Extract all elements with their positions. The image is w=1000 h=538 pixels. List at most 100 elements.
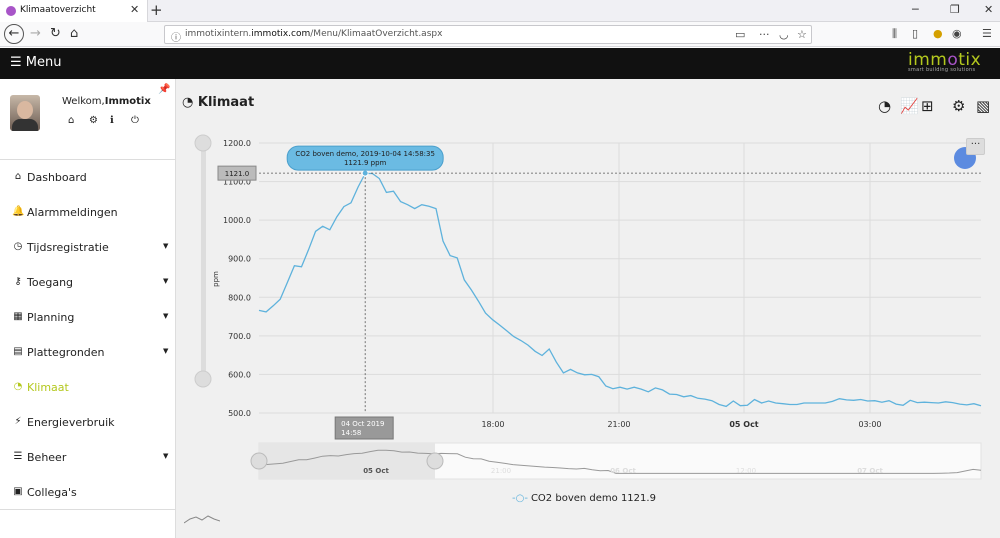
sidebar-item-label: Planning [27, 311, 75, 324]
sidebar-item-beheer[interactable]: ☰ Beheer ▼ [0, 440, 176, 475]
navigator-right-handle [426, 452, 444, 470]
chart-legend[interactable]: -○- CO2 boven demo 1121.9 [512, 493, 656, 504]
library-icon[interactable]: ⫼ [892, 27, 898, 40]
app-header: ☰ Menu immotix smart building solutions [0, 48, 1000, 79]
sidebar-item-label: Beheer [27, 451, 67, 464]
minimize-icon[interactable]: ─ [912, 3, 919, 16]
reload-icon[interactable]: ↻ [50, 26, 61, 41]
forward-arrow-icon[interactable]: → [30, 26, 41, 41]
chart-context-menu-button[interactable]: ··· [966, 138, 985, 155]
clock-icon: ◷ [13, 241, 23, 252]
browser-navbar: ← → ↻ ⌂ ⓘ immotixintern.immotix.com/Menu… [0, 22, 1000, 47]
tooltip-value: 1121.9 ppm [344, 159, 387, 167]
sidebar-item-alarmmeldingen[interactable]: 🔔 Alarmmeldingen [0, 195, 176, 230]
crosshair-x-label-time: 14:58 [341, 429, 361, 437]
url-domain: immotix.com [251, 29, 311, 39]
sidebar-item-dashboard[interactable]: ⌂ Dashboard [0, 160, 176, 195]
back-arrow-icon[interactable]: ← [4, 24, 24, 44]
power-icon[interactable]: ⏻ [131, 115, 139, 126]
sidebar-item-label: Dashboard [27, 171, 87, 184]
table-icon[interactable]: ⊞ [921, 97, 934, 115]
browser-tabbar: Klimaatoverzicht ✕ + ─ ❐ ✕ [0, 0, 1000, 22]
hamburger-menu-icon[interactable]: ☰ [982, 27, 992, 40]
sidebar-item-plattegronden[interactable]: ▤ Plattegronden ▼ [0, 335, 176, 370]
navigator-label: 12:00 [736, 467, 756, 475]
logo-sub: smart building solutions [908, 67, 976, 73]
y-tick-label: 700.0 [228, 332, 251, 341]
x-tick-label: 05 Oct [729, 420, 758, 429]
more-actions-icon[interactable]: ··· [759, 28, 770, 41]
crosshair-y-label-box [217, 165, 257, 181]
tab-close-icon[interactable]: ✕ [130, 3, 140, 16]
sidebar-item-toegang[interactable]: ⚷ Toegang ▼ [0, 265, 176, 300]
y-tick-label: 600.0 [228, 370, 251, 379]
info-circle-icon[interactable]: ℹ [110, 115, 114, 126]
sidebar-item-label: Alarmmeldingen [27, 206, 118, 219]
info-icon[interactable]: ⓘ [171, 33, 181, 44]
url-text: immotixintern.immotix.com/Menu/KlimaatOv… [185, 29, 442, 39]
pin-icon[interactable]: 📌 [158, 84, 171, 95]
crosshair-x-label-date: 04 Oct 2019 [341, 420, 384, 428]
y-tick-label: 800.0 [228, 293, 251, 302]
sidebar-item-collega-s[interactable]: ▣ Collega's [0, 475, 176, 510]
page-title: ◔ Klimaat [182, 95, 254, 110]
extension-2-icon[interactable]: ◉ [952, 27, 962, 40]
range-slider-track [201, 143, 206, 379]
menu-button[interactable]: ☰ Menu [10, 55, 62, 70]
sidebar-item-klimaat[interactable]: ◔ Klimaat [0, 370, 176, 405]
user-home-icon[interactable]: ⌂ [68, 115, 75, 126]
settings-gear-icon[interactable]: ⚙ [89, 115, 98, 126]
window-close-icon[interactable]: ✕ [984, 3, 994, 16]
chevron-down-icon: ▼ [163, 452, 169, 460]
dashboard-gauge-icon[interactable]: ◔ [878, 97, 892, 115]
pocket-icon[interactable]: ◡ [779, 28, 789, 41]
navigator-selected-range [259, 443, 435, 479]
new-tab-icon[interactable]: + [150, 1, 163, 19]
bookmark-star-icon[interactable]: ☆ [797, 28, 807, 41]
crosshair-x-label-box [334, 416, 394, 440]
sidebar-item-energieverbruik[interactable]: ⚡ Energieverbruik [0, 405, 176, 440]
navigator-series-line [258, 449, 982, 474]
navigator-label: 21:00 [491, 467, 511, 475]
url-prefix: immotixintern. [185, 29, 252, 39]
favicon-icon [6, 6, 16, 16]
sidebar-divider-bottom [0, 509, 176, 510]
home-nav-icon[interactable]: ⌂ [70, 26, 79, 41]
line-chart-icon[interactable]: 📈 [900, 97, 919, 115]
navigator-label: 05 Oct [363, 467, 389, 475]
y-tick-label: 1000.0 [223, 216, 251, 225]
sidebar: Welkom,Immotix 📌 ⌂ ⚙ ℹ ⏻ ⌂ Dashboard 🔔 Alar… [0, 79, 176, 538]
extension-icon[interactable]: ● [933, 27, 943, 40]
reader-view-icon[interactable]: ▭ [735, 28, 746, 41]
sidebar-item-tijdsregistratie[interactable]: ◷ Tijdsregistratie ▼ [0, 230, 176, 265]
y-tick-label: 1100.0 [223, 178, 251, 187]
page-title-text: Klimaat [197, 95, 255, 110]
hover-point [361, 169, 369, 177]
y-axis-label: ppm [212, 271, 220, 287]
browser-tab[interactable]: Klimaatoverzicht ✕ [0, 0, 148, 22]
excel-export-icon[interactable]: ▧ [976, 97, 991, 115]
tab-title: Klimaatoverzicht [20, 5, 96, 15]
logo-main: immotix [908, 50, 982, 70]
sparkline-icon[interactable] [184, 511, 220, 525]
home-icon: ⌂ [14, 171, 22, 182]
main-content: ◔ Klimaat ◔ 📈 ⊞ ⚙ ▧ 1200.0 1100.0 1000.0 90… [176, 79, 1000, 538]
x-tick-label: 21:00 [607, 420, 630, 429]
url-bar[interactable]: ⓘ immotixintern.immotix.com/Menu/Klimaat… [164, 25, 812, 44]
sidebar-divider [0, 159, 176, 160]
restore-icon[interactable]: ❐ [950, 3, 960, 16]
co2-chart[interactable]: 1200.0 1100.0 1000.0 900.0 800.0 700.0 600.0 50… [176, 129, 1000, 489]
cogs-icon[interactable]: ⚙ [952, 97, 966, 115]
welcome-text: Welkom,Immotix [62, 96, 151, 107]
navigator-left-handle [250, 452, 268, 470]
navigator-label: 07 Oct [857, 467, 883, 475]
chevron-down-icon: ▼ [163, 347, 169, 355]
chevron-down-icon: ▼ [163, 312, 169, 320]
welcome-name: Immotix [104, 96, 151, 107]
sidebar-item-planning[interactable]: ▦ Planning ▼ [0, 300, 176, 335]
sidebar-toggle-icon[interactable]: ▯ [912, 27, 919, 40]
x-tick-label: 18:00 [481, 420, 504, 429]
chevron-down-icon: ▼ [163, 277, 169, 285]
list-icon: ☰ [13, 451, 23, 462]
immotix-logo: immotix smart building solutions [908, 50, 996, 76]
